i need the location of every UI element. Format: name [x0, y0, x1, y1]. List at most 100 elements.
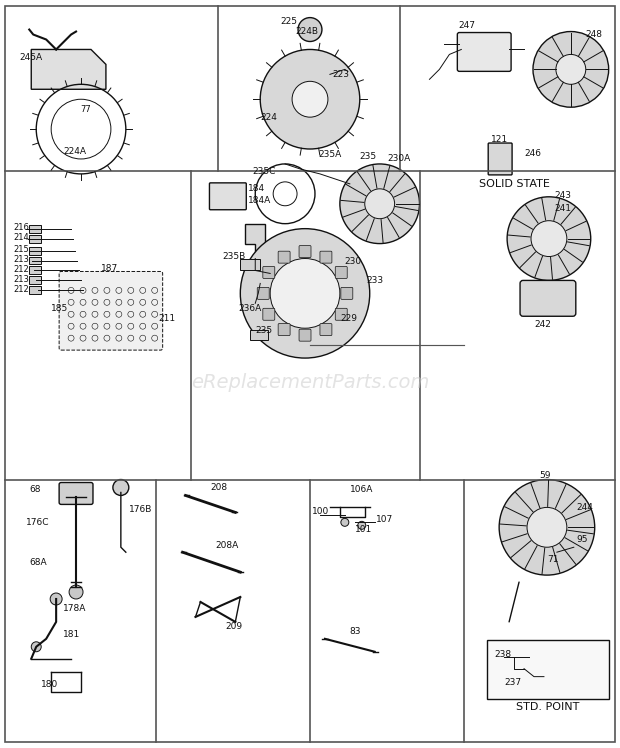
Circle shape	[260, 49, 360, 149]
Text: 237: 237	[504, 678, 521, 687]
FancyBboxPatch shape	[278, 251, 290, 263]
FancyBboxPatch shape	[458, 32, 511, 71]
Circle shape	[507, 197, 591, 280]
Circle shape	[340, 164, 420, 244]
Text: 212: 212	[14, 265, 29, 274]
Circle shape	[113, 479, 129, 495]
Text: 208A: 208A	[215, 541, 239, 550]
Text: 247: 247	[459, 21, 476, 30]
Text: 83: 83	[350, 628, 361, 637]
Text: 106A: 106A	[350, 485, 373, 494]
Bar	[29, 247, 41, 254]
FancyBboxPatch shape	[278, 324, 290, 336]
Text: 187: 187	[101, 264, 118, 273]
Text: 68A: 68A	[29, 558, 47, 567]
Text: eReplacementParts.com: eReplacementParts.com	[191, 373, 429, 393]
Bar	[241, 259, 260, 271]
Text: 208: 208	[210, 483, 228, 492]
Text: 214: 214	[14, 233, 29, 242]
Text: 235C: 235C	[252, 168, 276, 177]
FancyBboxPatch shape	[341, 287, 353, 299]
Text: STD. POINT: STD. POINT	[516, 702, 580, 711]
Text: 248: 248	[586, 30, 603, 39]
Text: 212: 212	[14, 285, 29, 294]
Text: 235A: 235A	[318, 150, 341, 159]
Text: 244: 244	[577, 503, 594, 512]
Text: 238: 238	[494, 650, 512, 659]
Circle shape	[341, 518, 349, 527]
FancyBboxPatch shape	[210, 183, 246, 209]
Text: 68: 68	[29, 485, 41, 494]
Circle shape	[531, 221, 567, 257]
FancyBboxPatch shape	[320, 251, 332, 263]
FancyBboxPatch shape	[59, 482, 93, 504]
Text: 224B: 224B	[295, 27, 318, 36]
Text: 241: 241	[554, 204, 571, 213]
Text: 184A: 184A	[248, 196, 272, 205]
Text: 184: 184	[248, 184, 265, 193]
Polygon shape	[31, 49, 106, 89]
Circle shape	[292, 82, 328, 117]
Text: 230: 230	[345, 257, 362, 266]
FancyBboxPatch shape	[335, 308, 347, 320]
FancyBboxPatch shape	[299, 245, 311, 257]
Text: 211: 211	[159, 313, 176, 322]
Text: 230A: 230A	[388, 155, 411, 164]
Text: 176B: 176B	[129, 505, 152, 514]
FancyBboxPatch shape	[335, 266, 347, 278]
Bar	[29, 235, 41, 242]
Text: 224: 224	[260, 113, 277, 122]
Bar	[29, 224, 41, 233]
FancyBboxPatch shape	[299, 329, 311, 341]
Circle shape	[270, 259, 340, 328]
FancyBboxPatch shape	[263, 266, 275, 278]
FancyBboxPatch shape	[520, 280, 576, 316]
Text: 235B: 235B	[223, 252, 246, 261]
Circle shape	[31, 642, 41, 652]
Text: 71: 71	[547, 555, 559, 564]
Text: 59: 59	[539, 471, 551, 480]
Text: 101: 101	[355, 525, 372, 534]
Bar	[29, 286, 41, 295]
Text: 245A: 245A	[19, 53, 42, 62]
Text: 107: 107	[376, 515, 393, 524]
Circle shape	[69, 585, 83, 599]
Text: 178A: 178A	[63, 604, 86, 613]
FancyBboxPatch shape	[487, 640, 609, 699]
Text: 224A: 224A	[63, 147, 86, 156]
Text: 121: 121	[490, 135, 508, 144]
Bar	[250, 330, 268, 340]
Circle shape	[358, 521, 366, 530]
Circle shape	[533, 31, 609, 107]
Circle shape	[499, 479, 595, 575]
Circle shape	[556, 55, 586, 85]
Text: 236A: 236A	[238, 304, 262, 313]
FancyBboxPatch shape	[320, 324, 332, 336]
FancyBboxPatch shape	[263, 308, 275, 320]
Bar	[29, 266, 41, 275]
FancyBboxPatch shape	[257, 287, 269, 299]
Polygon shape	[246, 224, 265, 254]
Text: 213: 213	[14, 275, 29, 284]
Text: 223: 223	[332, 70, 349, 79]
Text: 181: 181	[63, 631, 81, 640]
Text: 235: 235	[360, 153, 377, 162]
Text: 95: 95	[577, 535, 588, 544]
Text: 77: 77	[81, 105, 91, 114]
Bar	[29, 257, 41, 265]
Text: 246: 246	[524, 150, 541, 159]
Text: 209: 209	[226, 622, 242, 631]
Text: 225: 225	[280, 17, 297, 26]
Circle shape	[527, 507, 567, 548]
Text: 242: 242	[534, 319, 551, 328]
Text: 180: 180	[41, 680, 58, 689]
Text: 233: 233	[367, 276, 384, 285]
Bar	[29, 277, 41, 284]
Circle shape	[50, 593, 62, 605]
Text: 176C: 176C	[26, 518, 50, 527]
Text: 229: 229	[340, 313, 357, 322]
Text: 235: 235	[255, 325, 272, 334]
Text: 215: 215	[14, 245, 29, 254]
Text: 185: 185	[51, 304, 68, 313]
FancyBboxPatch shape	[488, 143, 512, 175]
